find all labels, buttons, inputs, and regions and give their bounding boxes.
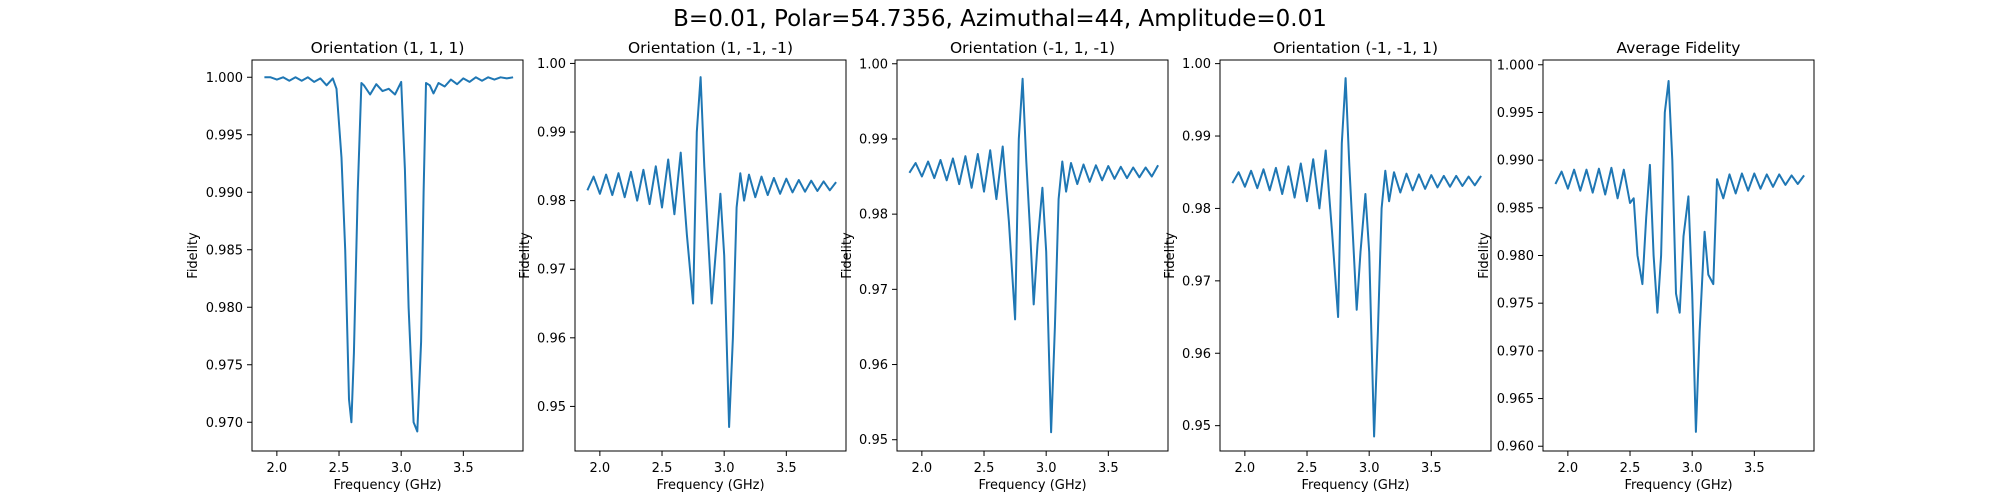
y-tick-label: 0.97 (537, 263, 566, 278)
y-tick-label: 0.965 (1497, 392, 1534, 407)
x-tick-label: 3.0 (1359, 461, 1380, 476)
x-tick-label: 3.0 (391, 461, 412, 476)
y-tick-label: 0.970 (206, 416, 243, 431)
y-axis-label: Fidelity (518, 232, 533, 279)
x-tick-label: 2.5 (329, 461, 350, 476)
x-tick-label: 3.5 (453, 461, 474, 476)
y-tick-label: 0.960 (1497, 440, 1534, 455)
x-tick-label: 2.0 (1235, 461, 1256, 476)
subplot-2: 2.0 2.5 3.0 3.5 0.95 0.96 0.97 0.98 0.99 1.00 Orie… (518, 39, 847, 493)
x-tick-label: 3.5 (1744, 461, 1765, 476)
subplot-title: Orientation (-1, 1, -1) (950, 39, 1115, 57)
y-tick-label: 1.00 (859, 57, 888, 72)
x-axis-label: Frequency (GHz) (978, 478, 1086, 493)
x-tick-label: 2.0 (267, 461, 288, 476)
y-tick-label: 0.990 (206, 186, 243, 201)
y-tick-label: 0.95 (537, 400, 566, 415)
subplot-title: Orientation (1, -1, -1) (628, 39, 793, 57)
series-line (908, 77, 1159, 434)
subplot-title: Average Fidelity (1617, 39, 1741, 57)
axes-frame (1542, 59, 1815, 452)
y-tick-label: 0.985 (206, 243, 243, 258)
x-tick-label: 3.5 (776, 461, 797, 476)
series-line (586, 76, 837, 428)
x-axis-label: Frequency (GHz) (333, 478, 441, 493)
x-tick-label: 2.5 (652, 461, 673, 476)
x-tick-label: 2.5 (974, 461, 995, 476)
x-tick-label: 2.0 (1558, 461, 1579, 476)
x-tick-label: 2.0 (912, 461, 933, 476)
y-tick-label: 0.985 (1497, 201, 1534, 216)
axes-frame (251, 59, 524, 452)
y-tick-label: 0.99 (859, 132, 888, 147)
y-axis-label: Fidelity (840, 232, 855, 279)
y-tick-label: 0.96 (1182, 347, 1211, 362)
y-tick-label: 1.00 (537, 57, 566, 72)
y-tick-label: 0.995 (206, 128, 243, 143)
y-tick-label: 0.97 (859, 283, 888, 298)
x-tick-label: 2.5 (1297, 461, 1318, 476)
x-tick-label: 2.5 (1620, 461, 1641, 476)
y-tick-label: 0.95 (859, 433, 888, 448)
y-tick-label: 0.97 (1182, 274, 1211, 289)
y-axis-label: Fidelity (186, 232, 201, 279)
x-tick-label: 3.0 (1682, 461, 1703, 476)
y-tick-label: 0.980 (206, 301, 243, 316)
x-tick-label: 3.0 (1036, 461, 1057, 476)
axes-frame (574, 59, 847, 452)
y-tick-label: 0.95 (1182, 419, 1211, 434)
y-tick-label: 0.990 (1497, 154, 1534, 169)
x-tick-label: 3.5 (1421, 461, 1442, 476)
y-tick-label: 0.99 (1182, 130, 1211, 145)
y-tick-label: 0.98 (537, 194, 566, 209)
y-axis-label: Fidelity (1163, 232, 1178, 279)
y-tick-label: 0.98 (859, 208, 888, 223)
axes-frame (896, 59, 1169, 452)
y-tick-label: 0.98 (1182, 202, 1211, 217)
y-tick-label: 0.99 (537, 126, 566, 141)
y-axis-label: Fidelity (1477, 232, 1492, 279)
x-tick-label: 3.0 (714, 461, 735, 476)
series-line (1554, 80, 1805, 433)
series-line (264, 76, 514, 433)
subplot-4: 2.0 2.5 3.0 3.5 0.95 0.96 0.97 0.98 0.99 1.00 Orie… (1163, 39, 1492, 493)
x-tick-label: 3.5 (1098, 461, 1119, 476)
y-tick-label: 0.975 (1497, 297, 1534, 312)
x-tick-label: 2.0 (590, 461, 611, 476)
subplot-title: Orientation (-1, -1, 1) (1273, 39, 1438, 57)
series-line (1231, 77, 1482, 438)
y-tick-label: 1.00 (1182, 57, 1211, 72)
y-tick-label: 0.975 (206, 358, 243, 373)
y-tick-label: 1.000 (1497, 58, 1534, 73)
x-axis-label: Frequency (GHz) (656, 478, 764, 493)
y-tick-label: 0.96 (537, 331, 566, 346)
y-tick-label: 0.980 (1497, 249, 1534, 264)
axes-frame (1219, 59, 1492, 452)
subplot-title: Orientation (1, 1, 1) (311, 39, 465, 57)
y-tick-label: 0.970 (1497, 344, 1534, 359)
figure-suptitle: B=0.01, Polar=54.7356, Azimuthal=44, Amp… (673, 6, 1327, 32)
x-axis-label: Frequency (GHz) (1301, 478, 1409, 493)
y-tick-label: 0.96 (859, 358, 888, 373)
subplot-1: 2.0 2.5 3.0 3.5 0.970 0.975 0.980 0.985 0.990 0.9… (186, 39, 524, 493)
y-tick-label: 0.995 (1497, 106, 1534, 121)
subplot-3: 2.0 2.5 3.0 3.5 0.95 0.96 0.97 0.98 0.99 1.00 Orie… (840, 39, 1169, 493)
x-axis-label: Frequency (GHz) (1624, 478, 1732, 493)
y-tick-label: 1.000 (206, 71, 243, 86)
subplot-5: 2.0 2.5 3.0 3.5 0.960 0.965 0.970 0.975 0.980 0.9… (1477, 39, 1815, 493)
